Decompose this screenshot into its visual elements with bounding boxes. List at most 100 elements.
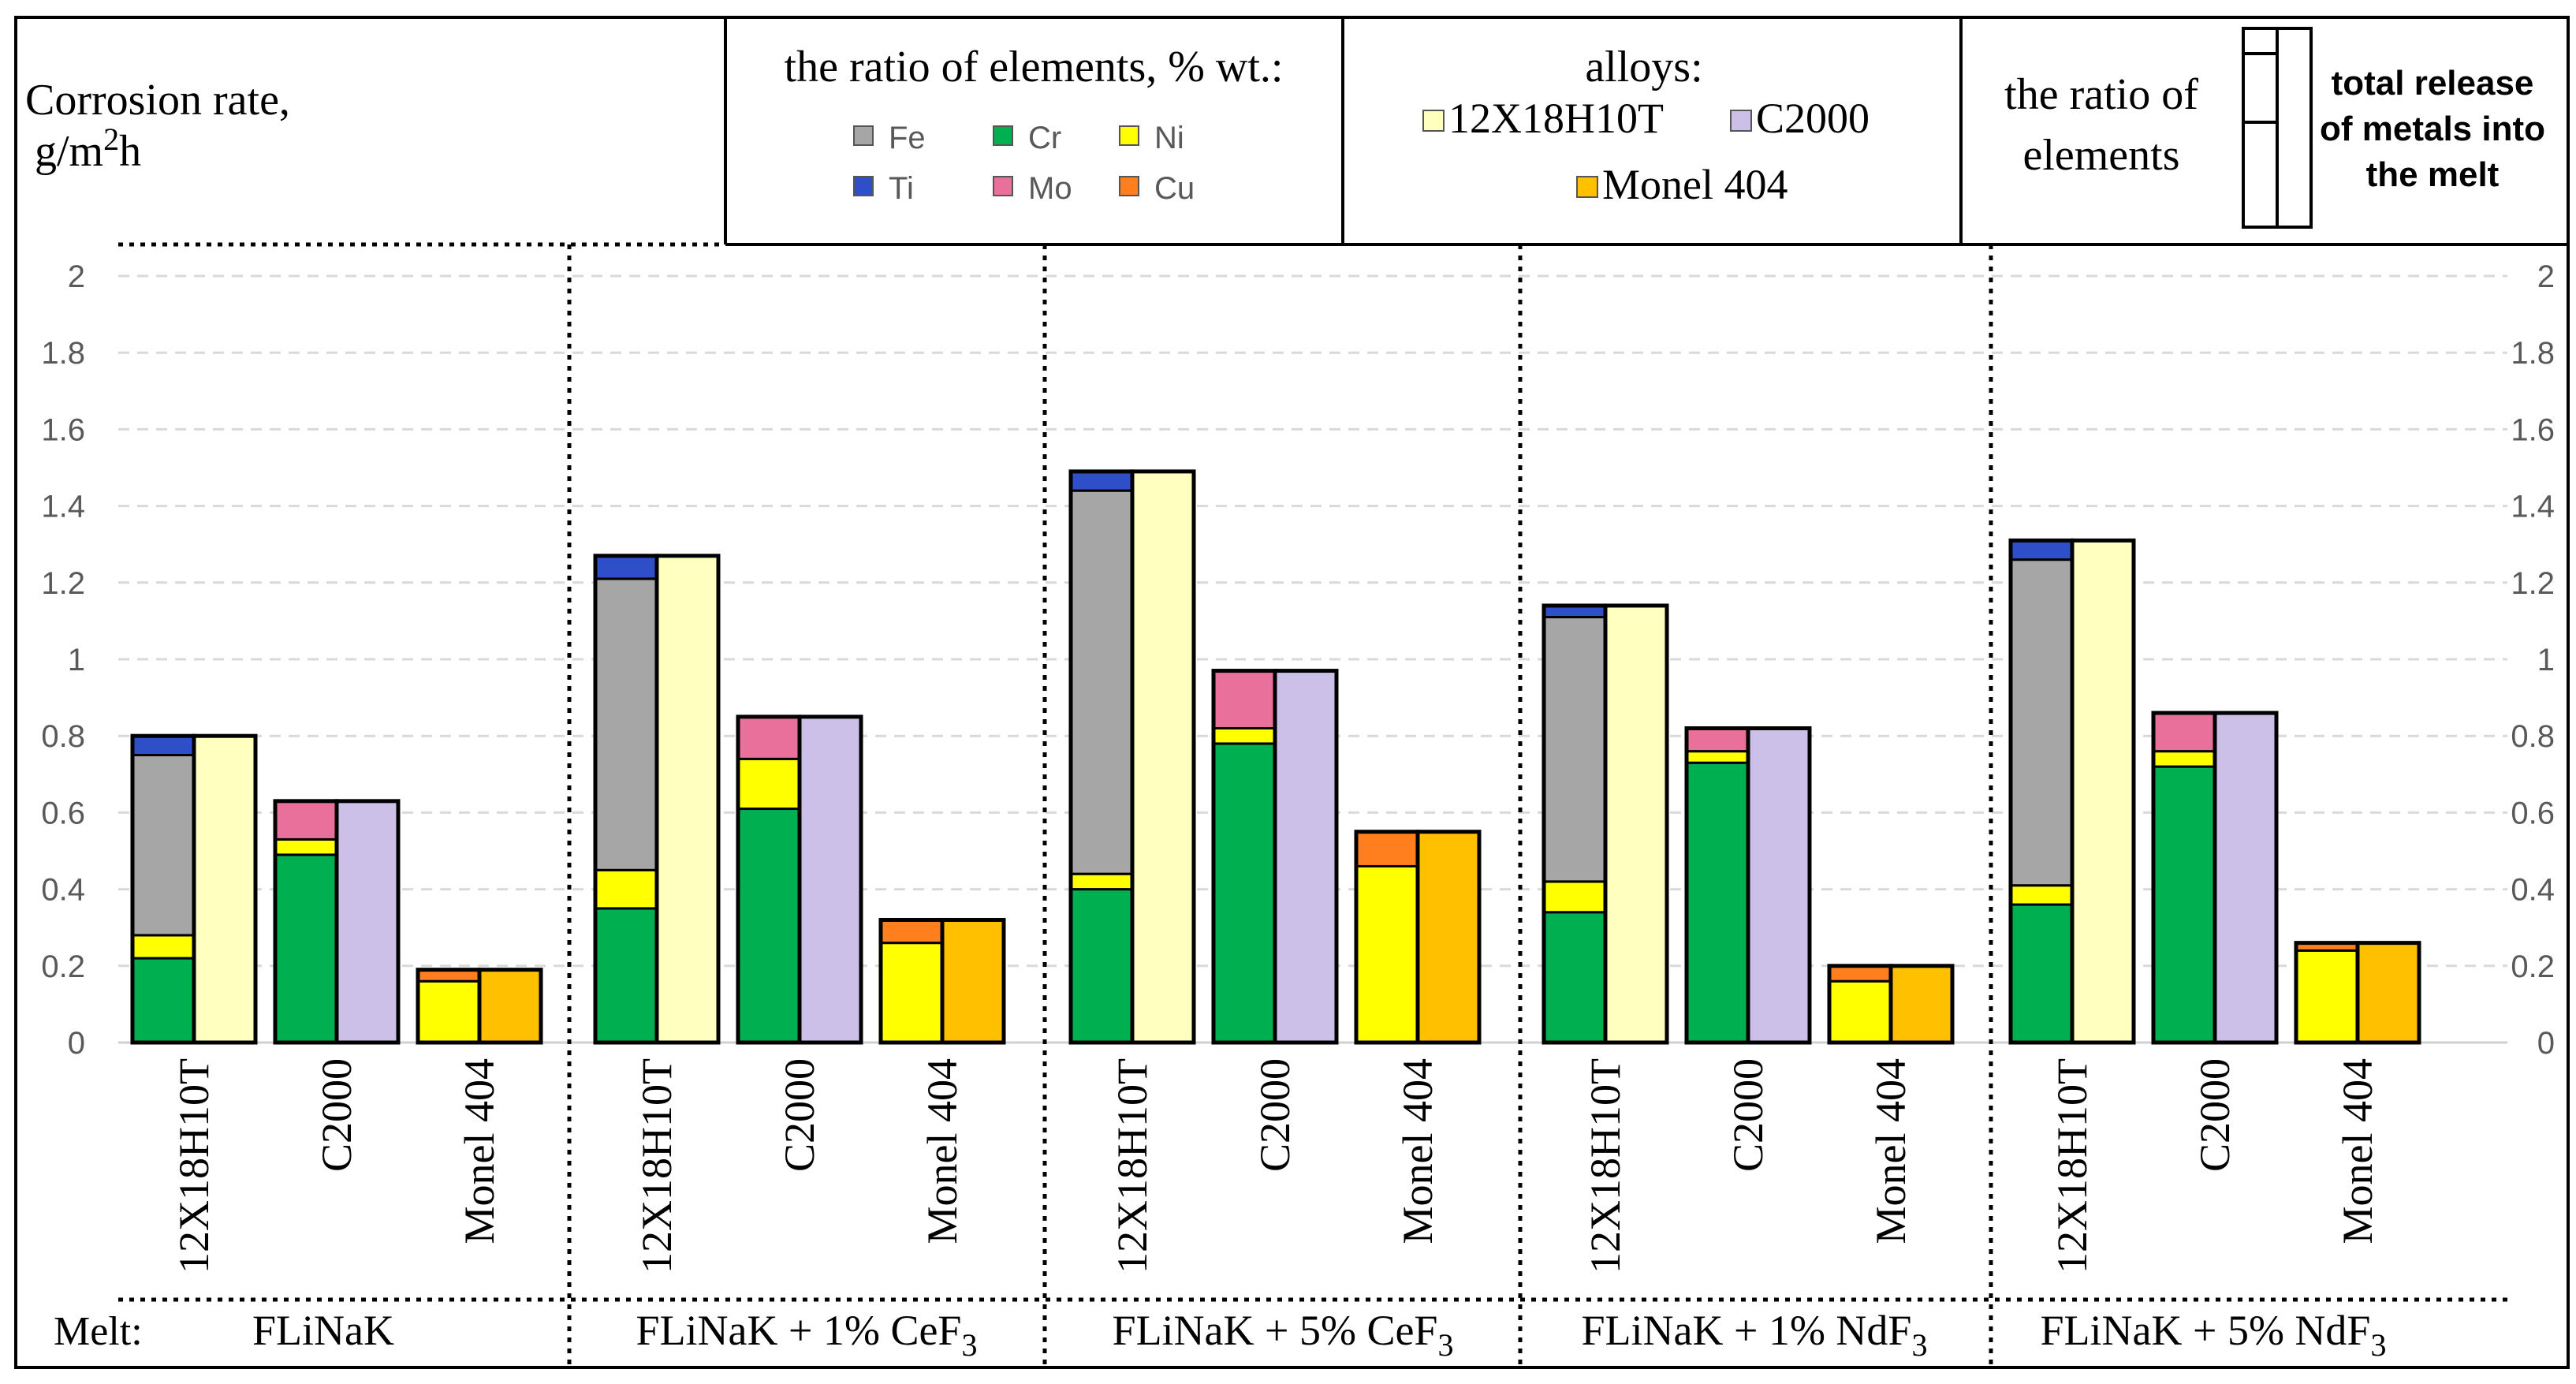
x-tick-label: 12X18H10T [633,1058,680,1274]
segment-cr [131,957,196,1044]
segment-cr [2152,765,2216,1044]
x-tick-label: C2000 [1251,1058,1299,1172]
y-tick-label-right: 1.2 [2511,566,2555,601]
y-tick-label-right: 0 [2537,1026,2555,1061]
legend-label-mo: Mo [1028,171,1072,206]
legend-label-alloy: 12X18H10T [1448,95,1664,142]
y-axis-right: 0 0.2 0.4 0.6 0.8 1 1.2 1.4 1.6 1.8 2 [2511,259,2555,1061]
legend-label-ti: Ti [889,171,914,206]
total-bar [797,714,863,1045]
segment-ni [594,868,658,910]
alloy-legend-title: alloys: [1585,43,1702,91]
bar-pair-monel-404 [2294,941,2421,1045]
y-tick-label-right: 0.2 [2511,949,2555,984]
segment-mo [274,800,338,841]
segment-cr [736,808,801,1044]
melt-group-label: FLiNaK + 5% NdF3 [2041,1307,2387,1363]
segment-ni [1542,880,1607,914]
segment-ni [1828,979,1892,1044]
outer-border [14,16,2570,1369]
yaxis-title-line2: g/m2h [35,121,141,176]
legend-label-fe: Fe [889,121,926,155]
legend-label-cu: Cu [1154,171,1195,206]
segment-ti [594,554,658,580]
stack-outline [273,799,339,1045]
legend-swatch-cu [1119,176,1139,196]
legend-label-ni: Ni [1154,121,1184,155]
bar-pair-monel-404 [878,917,1006,1045]
x-tick-label: Monel 404 [919,1058,966,1244]
y-tick-label-left: 2 [68,259,85,294]
segment-ni [879,942,944,1044]
melt-group-label: FLiNaK + 1% NdF3 [1582,1307,1928,1363]
segment-ni [1685,750,1750,764]
alloy-legend-items: 12X18H10T C2000 Monel 404 [1422,95,1870,208]
legend-swatch-alloy [1730,110,1752,132]
y-axis-left: 0 0.2 0.4 0.6 0.8 1 1.2 1.4 1.6 1.8 2 [41,259,85,1061]
y-tick-label-right: 0.4 [2511,873,2555,908]
yaxis-title-line1: Corrosion rate, [25,76,290,125]
y-tick-label-left: 0.8 [41,719,85,754]
total-bar [2355,941,2421,1045]
x-tick-label: C2000 [776,1058,823,1172]
y-tick-label-right: 1.8 [2511,336,2555,371]
bar-pair-monel-404 [416,968,543,1045]
segment-cr [2009,903,2074,1044]
x-tick-label: 12X18H10T [2048,1058,2096,1274]
segment-ti [1069,470,1134,492]
bar-pair-c2000 [736,714,863,1045]
x-tick-label: 12X18H10T [1582,1058,1629,1274]
legend-swatch-alloy [1422,110,1445,132]
y-tick-label-right: 0.8 [2511,719,2555,754]
x-tick-label: Monel 404 [1867,1058,1914,1244]
segment-cu [1355,830,1419,867]
frame [14,16,2570,1369]
melt-group-labels: FLiNaK FLiNaK + 1% CeF3 FLiNaK + 5% CeF3 FL… [252,1307,2386,1363]
bar-pair-12x18h10t [1068,469,1196,1045]
stack-outline [736,714,802,1045]
x-tick-label: C2000 [1724,1058,1772,1172]
ratio-explain-line2: elements [2022,131,2179,180]
x-tick-label: Monel 404 [456,1058,503,1244]
element-legend-items: Fe Cr Ni Ti Mo Cu [853,121,1195,206]
total-bar [192,733,258,1045]
segment-ni [416,979,481,1044]
total-explain-line3: the melt [2366,155,2500,194]
bar-pair-c2000 [1211,669,1339,1045]
y-tick-label-left: 1.8 [41,336,85,371]
ratio-explain-line1: the ratio of [2004,70,2198,119]
y-tick-label-right: 1 [2537,643,2555,677]
stack-outline [2294,941,2360,1045]
stack-outline [1354,830,1420,1045]
stack-outline [878,917,945,1045]
stack-outline [1068,469,1135,1045]
x-tick-label: Monel 404 [2334,1058,2381,1244]
y-tick-label-left: 0 [68,1026,85,1061]
stack-outline [1827,964,1893,1045]
segment-fe [1069,489,1134,875]
legend-label-alloy: C2000 [1756,95,1870,142]
segment-ni [2009,884,2074,906]
x-tick-label: C2000 [2191,1058,2239,1172]
total-bar [1603,603,1669,1045]
segment-mo [2152,711,2216,753]
segment-ti [2009,539,2074,561]
bar-pair-c2000 [2151,711,2279,1045]
segment-fe [131,754,196,937]
segment-ni [1355,864,1419,1044]
y-tick-label-left: 1.2 [41,566,85,601]
total-bar [940,917,1006,1045]
total-bar [1130,469,1196,1045]
bar-pair-c2000 [273,799,401,1045]
stack-outline [2008,538,2075,1045]
segment-ni [131,934,196,960]
y-tick-label-right: 0.6 [2511,796,2555,830]
bar-pair-c2000 [1684,726,1812,1045]
segment-cu [1828,964,1892,983]
segment-mo [1212,670,1277,729]
y-tick-label-left: 0.2 [41,949,85,984]
total-bar [477,968,543,1045]
legend-swatch-ni [1119,125,1139,146]
segment-cu [879,918,944,945]
stack-outline [593,554,659,1045]
